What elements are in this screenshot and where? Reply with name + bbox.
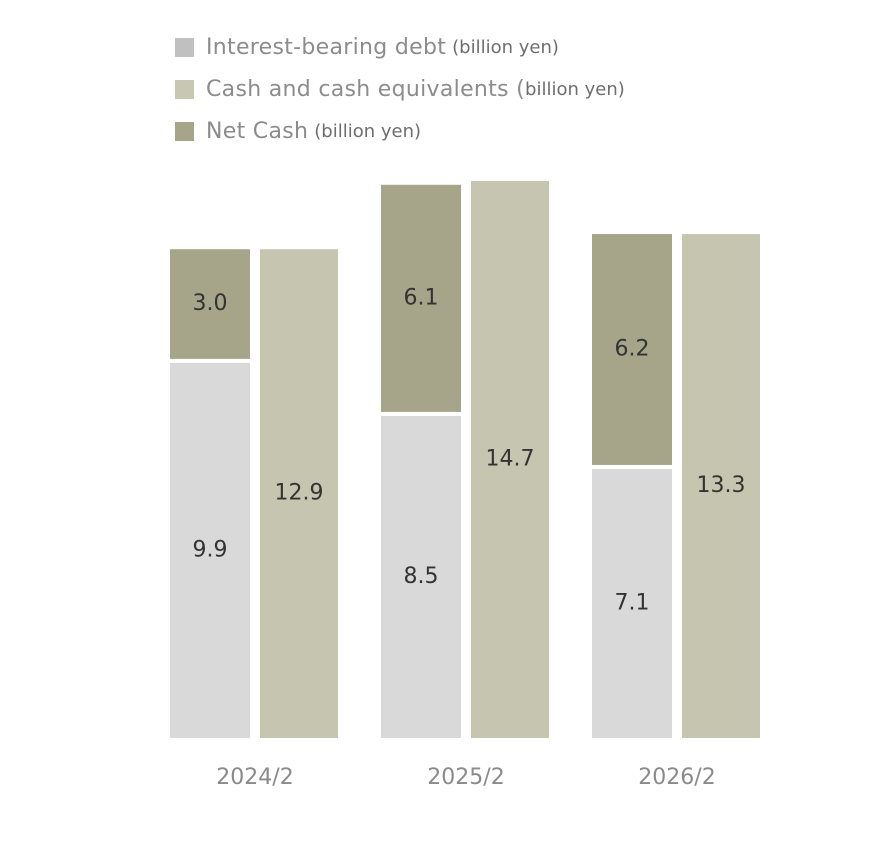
- bar-interest-bearing-debt: [170, 362, 250, 738]
- legend-unit: billion yen): [525, 78, 625, 100]
- legend-label: Net Cash: [206, 118, 309, 144]
- legend-unit: (billion yen): [314, 120, 422, 142]
- data-label-interest-bearing-debt: 7.1: [615, 590, 650, 615]
- bar-net-cash: [170, 249, 250, 359]
- data-label-net-cash: 6.1: [404, 285, 439, 310]
- x-tick-label: 2024/2: [216, 765, 293, 790]
- bar-cash-and-cash-equivalents: [682, 234, 760, 739]
- legend-item-interest-bearing-debt: Interest-bearing debt (billion yen): [175, 26, 625, 68]
- legend-swatch-cash-and-cash-equivalents: [175, 79, 194, 99]
- x-tick-label: 2025/2: [427, 765, 504, 790]
- legend-swatch-net-cash: [175, 121, 194, 141]
- legend-label: Cash and cash equivalents (: [206, 76, 526, 102]
- bar-net-cash: [381, 184, 461, 412]
- bar-interest-bearing-debt: [592, 468, 672, 738]
- data-label-net-cash: 6.2: [615, 337, 650, 362]
- bar-cash-and-cash-equivalents: [471, 181, 549, 738]
- legend-item-cash-and-cash-equivalents: Cash and cash equivalents ( billion yen): [175, 68, 625, 110]
- data-label-interest-bearing-debt: 9.9: [193, 537, 228, 562]
- legend-swatch-interest-bearing-debt: [175, 37, 194, 57]
- data-label-net-cash: 3.0: [193, 291, 228, 316]
- data-label-cash-and-cash-equivalents: 13.3: [697, 473, 746, 498]
- legend-label: Interest-bearing debt: [206, 34, 447, 60]
- bar-interest-bearing-debt: [381, 415, 461, 738]
- data-label-cash-and-cash-equivalents: 12.9: [275, 481, 324, 506]
- bar-cash-and-cash-equivalents: [260, 249, 338, 738]
- chart-legend: Interest-bearing debt (billion yen) Cash…: [175, 26, 625, 152]
- data-label-interest-bearing-debt: 8.5: [404, 564, 439, 589]
- legend-unit: (billion yen): [452, 36, 559, 58]
- bar-net-cash: [592, 234, 672, 465]
- legend-item-net-cash: Net Cash (billion yen): [175, 110, 625, 152]
- x-tick-label: 2026/2: [638, 765, 715, 790]
- data-label-cash-and-cash-equivalents: 14.7: [486, 447, 535, 472]
